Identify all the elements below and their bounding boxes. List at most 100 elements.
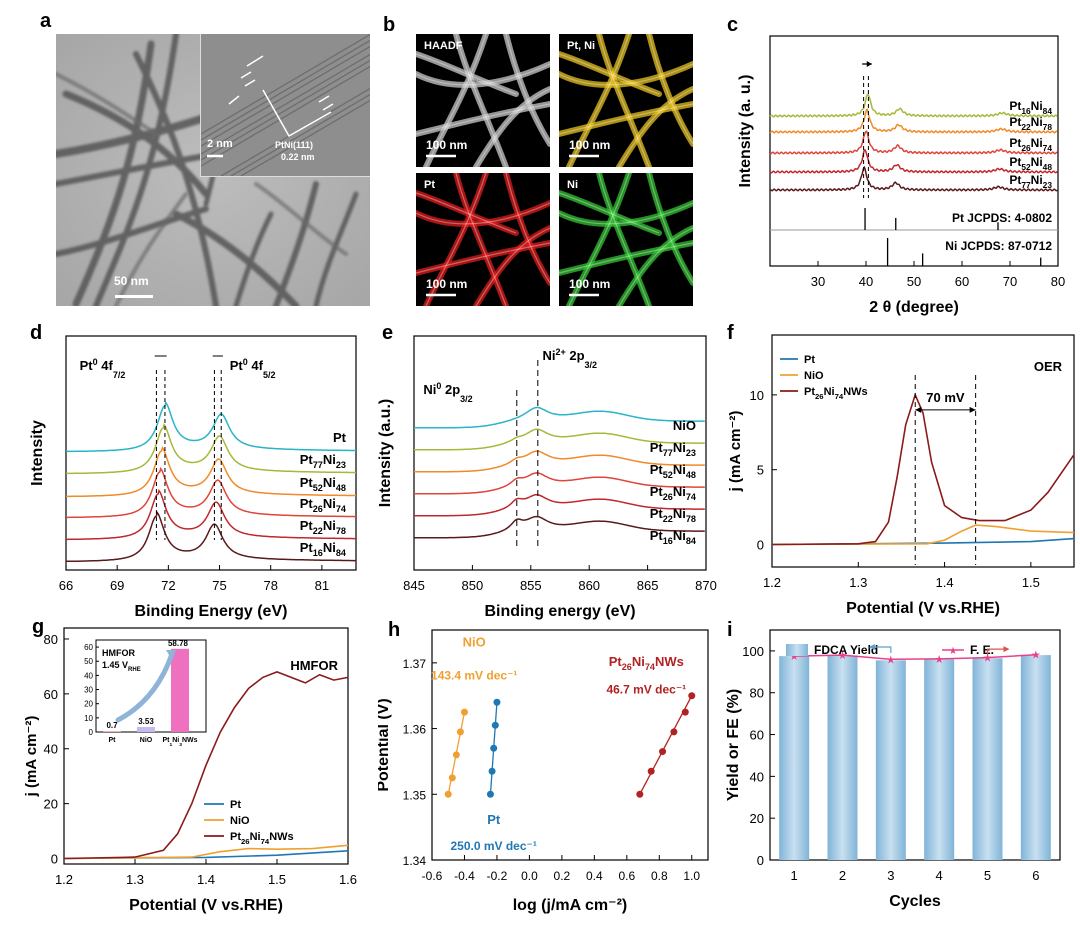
- tafel-chart: -0.6 -0.4 -0.2 0.0 0.2 0.4 0.6 0.8 1.0 1.34 1.35 1.…: [378, 629, 709, 914]
- cycling-chart: 0 20 40 60 80 100 1 2 3 4 5 6 ★ ★ ★ ★ ★ ★ Cycles Yield or F…: [725, 629, 1061, 910]
- nanowire-highlight: [475, 88, 550, 167]
- eds-scale-label: 100 nm: [569, 277, 611, 291]
- fe-point: ★: [886, 654, 896, 666]
- panel-letter-f: f: [727, 322, 734, 344]
- xps-series-label: Pt16 Ni84: [300, 540, 347, 558]
- x-tick-label: 2: [839, 868, 846, 883]
- eds-map-tile: Ni 100 nm: [559, 173, 693, 306]
- x-tick-label: 1.4: [197, 872, 215, 887]
- tafel-point: [493, 698, 501, 706]
- panel-letter-d: d: [30, 322, 43, 344]
- xps-series-label: Pt77 Ni23: [650, 440, 696, 458]
- xps-spectrum-line: [414, 472, 705, 495]
- fe-point: ★: [934, 654, 944, 666]
- yield-bar: [827, 655, 858, 860]
- pt-4f52-label: Pt0 4f5/2: [230, 357, 276, 380]
- x-tick-label: 860: [578, 578, 600, 593]
- inset-bar: [171, 648, 189, 732]
- inset-y-tick-label: 30: [84, 686, 93, 695]
- panel-letter-c: c: [727, 14, 739, 36]
- scale-bar: [115, 295, 153, 298]
- x-tick-label: 6: [1032, 868, 1039, 883]
- plot-frame: [413, 335, 707, 571]
- lsv-curve: [63, 671, 349, 860]
- y-axis-label: j (mA cm⁻²): [727, 411, 744, 493]
- xrd-series-label: Pt22 Ni78: [1009, 115, 1052, 132]
- inset-subtitle: 1.45 VRHE: [102, 660, 141, 673]
- nanowire-strand: [566, 34, 632, 167]
- nanowire-highlight: [455, 173, 507, 306]
- nanowire-highlight: [598, 173, 650, 306]
- panel-letter-i: i: [727, 619, 733, 641]
- y-axis-label: Intensity (a.u.): [377, 399, 394, 507]
- x-tick-label: 70: [1003, 274, 1017, 289]
- legend-label: Pt: [230, 799, 241, 811]
- xrd-chart: 30 40 50 60 70 80 2 θ (degree) Intensity (a. u.…: [737, 35, 1065, 316]
- hmfor-lsv-chart: 1.2 1.3 1.4 1.5 1.6 0 20 40 60 80 Potential (V vs.…: [23, 627, 357, 914]
- x-tick-label: 0.8: [651, 869, 668, 883]
- chart-title: OER: [1034, 359, 1063, 374]
- series-label: Pt26 Ni74 NWs: [609, 654, 684, 672]
- y-axis-label: Potential (V): [378, 698, 392, 791]
- y-tick-label: 0: [757, 853, 764, 868]
- eds-scale-label: 100 nm: [426, 138, 468, 152]
- ni2p-xps-chart: 845 850 855 860 865 870 Binding energy (eV) Int…: [377, 335, 717, 620]
- nanowire-strand: [423, 34, 489, 167]
- yield-bar: [972, 658, 1003, 860]
- x-tick-label: -0.6: [422, 869, 443, 883]
- y-tick-label: 40: [44, 742, 58, 757]
- eds-scale-label: 100 nm: [426, 277, 468, 291]
- y-axis-label: Intensity: [29, 420, 46, 486]
- tafel-point: [490, 744, 498, 752]
- inset-scale-label: 2 nm: [207, 138, 233, 150]
- legend-label: F. E.: [970, 643, 994, 657]
- x-tick-label: 1.4: [936, 575, 954, 590]
- xps-series-label: Pt52 Ni48: [650, 462, 696, 480]
- tafel-point: [444, 790, 452, 798]
- x-tick-label: 865: [637, 578, 659, 593]
- xps-spectrum-line: [414, 406, 705, 429]
- tafel-point: [486, 790, 494, 798]
- eds-map-svg: [559, 34, 693, 167]
- inset-y-tick-label: 20: [84, 700, 93, 709]
- x-tick-label: 5: [984, 868, 991, 883]
- x-tick-label: 845: [403, 578, 425, 593]
- xrd-series-label: Pt77 Ni23: [1009, 173, 1052, 190]
- fe-point: ★: [789, 651, 799, 663]
- nanowire-strand: [416, 200, 550, 227]
- nanowire-highlight: [505, 173, 550, 284]
- x-tick-label: 0.4: [586, 869, 603, 883]
- xps-series-label: NiO: [673, 418, 696, 433]
- xps-series-label: Pt26 Ni74: [650, 484, 697, 502]
- arrow-head: [915, 406, 922, 413]
- tafel-point: [452, 751, 460, 759]
- inset-bar-label: 58.78: [168, 639, 189, 648]
- eds-map-svg: [559, 173, 693, 306]
- nanowire-highlight: [416, 202, 550, 225]
- x-tick-label: -0.4: [454, 869, 475, 883]
- inset-y-tick-label: 50: [84, 657, 93, 666]
- inset-title: HMFOR: [102, 648, 135, 658]
- tafel-point: [681, 708, 689, 716]
- eds-map-svg: [416, 173, 550, 306]
- x-tick-label: 870: [695, 578, 717, 593]
- nanowire-highlight: [559, 242, 693, 274]
- eds-scale-label: 100 nm: [569, 138, 611, 152]
- y-tick-label: 1.36: [403, 723, 427, 737]
- plot-frame: [431, 629, 709, 861]
- y-tick-label: 1.34: [403, 854, 427, 868]
- axis-pointer: [874, 646, 892, 653]
- ni0-label: Ni0 2p3/2: [423, 381, 472, 404]
- nanowire-highlight: [416, 242, 550, 274]
- plot-frame: [769, 35, 1059, 267]
- x-axis-label: Potential (V vs.RHE): [846, 600, 1000, 617]
- slope-label: 143.4 mV dec⁻¹: [431, 668, 517, 682]
- lsv-curve: [771, 524, 1075, 546]
- x-tick-label: 40: [859, 274, 873, 289]
- inset-y-tick-label: 0: [89, 728, 94, 737]
- eds-map-label: Ni: [567, 179, 578, 191]
- x-tick-label: 75: [212, 578, 226, 593]
- x-tick-label: 1.2: [55, 872, 73, 887]
- x-tick-label: 78: [263, 578, 277, 593]
- y-axis-label: Intensity (a. u.): [737, 75, 754, 188]
